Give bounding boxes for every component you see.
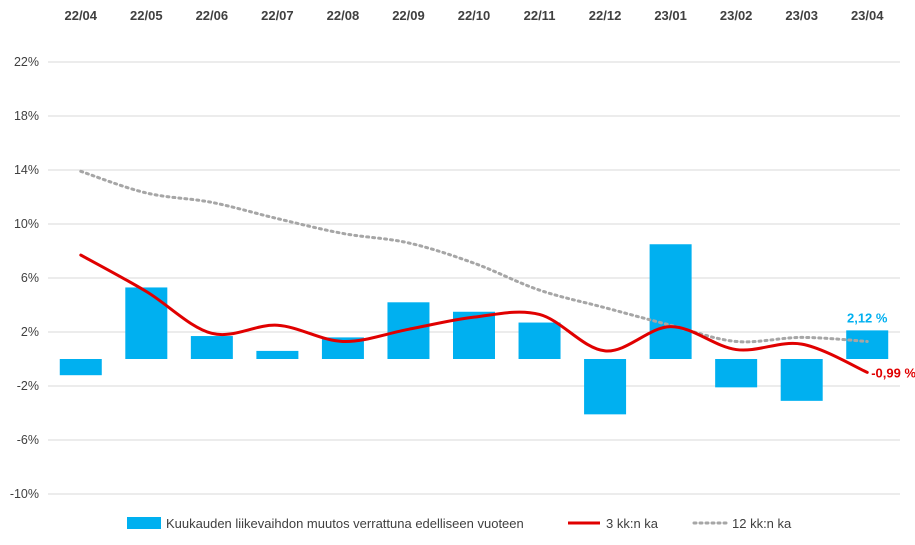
- x-tick-label: 22/10: [458, 8, 491, 23]
- y-tick-label: -10%: [10, 487, 39, 501]
- bar: [256, 350, 299, 359]
- y-tick-label: 10%: [14, 217, 39, 231]
- bar: [518, 322, 561, 359]
- x-tick-label: 23/01: [654, 8, 687, 23]
- x-tick-label: 22/06: [196, 8, 229, 23]
- y-tick-label: -2%: [17, 379, 39, 393]
- y-tick-label: 18%: [14, 109, 39, 123]
- y-tick-label: 6%: [21, 271, 39, 285]
- x-tick-label: 22/05: [130, 8, 163, 23]
- series-line-12kk: [79, 169, 869, 344]
- bar: [125, 287, 168, 359]
- x-tick-label: 23/03: [785, 8, 818, 23]
- bar: [59, 359, 102, 376]
- y-tick-label: 2%: [21, 325, 39, 339]
- x-tick-label: 22/07: [261, 8, 294, 23]
- series-line-3kk: [79, 253, 869, 374]
- y-tick-label: -6%: [17, 433, 39, 447]
- x-tick-label: 22/12: [589, 8, 622, 23]
- data-label-line: -0,99 %: [871, 365, 915, 380]
- bar: [846, 330, 889, 359]
- x-tick-label: 22/09: [392, 8, 425, 23]
- x-tick-label: 22/11: [524, 8, 556, 23]
- legend-label-3kk: 3 kk:n ka: [606, 516, 659, 531]
- y-tick-label: 22%: [14, 55, 39, 69]
- x-tick-label: 22/04: [64, 8, 97, 23]
- x-tick-label: 22/08: [327, 8, 360, 23]
- y-tick-label: 14%: [14, 163, 39, 177]
- bar: [780, 359, 823, 401]
- data-label-bar: 2,12 %: [847, 310, 888, 325]
- bar: [190, 336, 233, 359]
- x-tick-label: 23/02: [720, 8, 753, 23]
- legend-label-12kk: 12 kk:n ka: [732, 516, 792, 531]
- legend-label-bars: Kuukauden liikevaihdon muutos verrattuna…: [166, 516, 524, 531]
- bar: [715, 359, 758, 388]
- x-tick-label: 23/04: [851, 8, 884, 23]
- bar: [584, 359, 627, 415]
- bar: [321, 337, 364, 359]
- legend-swatch-bars: [127, 517, 161, 529]
- bar: [649, 244, 692, 359]
